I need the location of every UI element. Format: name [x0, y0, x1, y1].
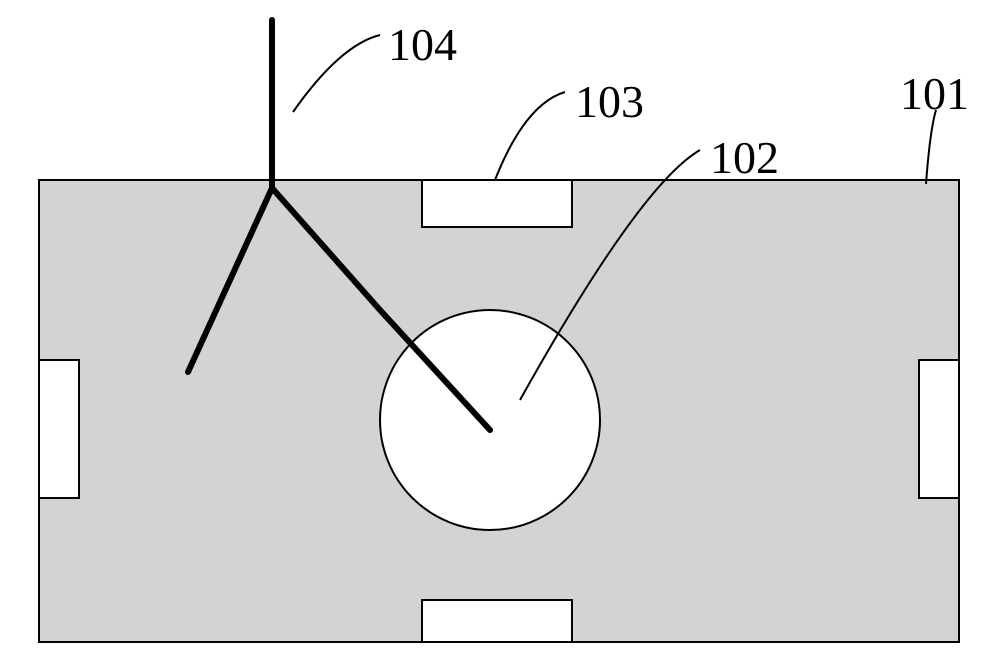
slot-right — [919, 360, 959, 498]
slot-bottom — [422, 600, 572, 642]
label-101: 101 — [900, 67, 969, 120]
label-103: 103 — [575, 75, 644, 128]
leader-101 — [926, 110, 936, 184]
diagram-svg — [0, 0, 1000, 655]
slot-left — [39, 360, 79, 498]
label-104: 104 — [388, 18, 457, 71]
label-102: 102 — [710, 131, 779, 184]
diagram-stage: 104 103 102 101 — [0, 0, 1000, 655]
slot-top — [422, 180, 572, 227]
leader-104 — [293, 35, 380, 112]
leader-103 — [495, 92, 565, 180]
